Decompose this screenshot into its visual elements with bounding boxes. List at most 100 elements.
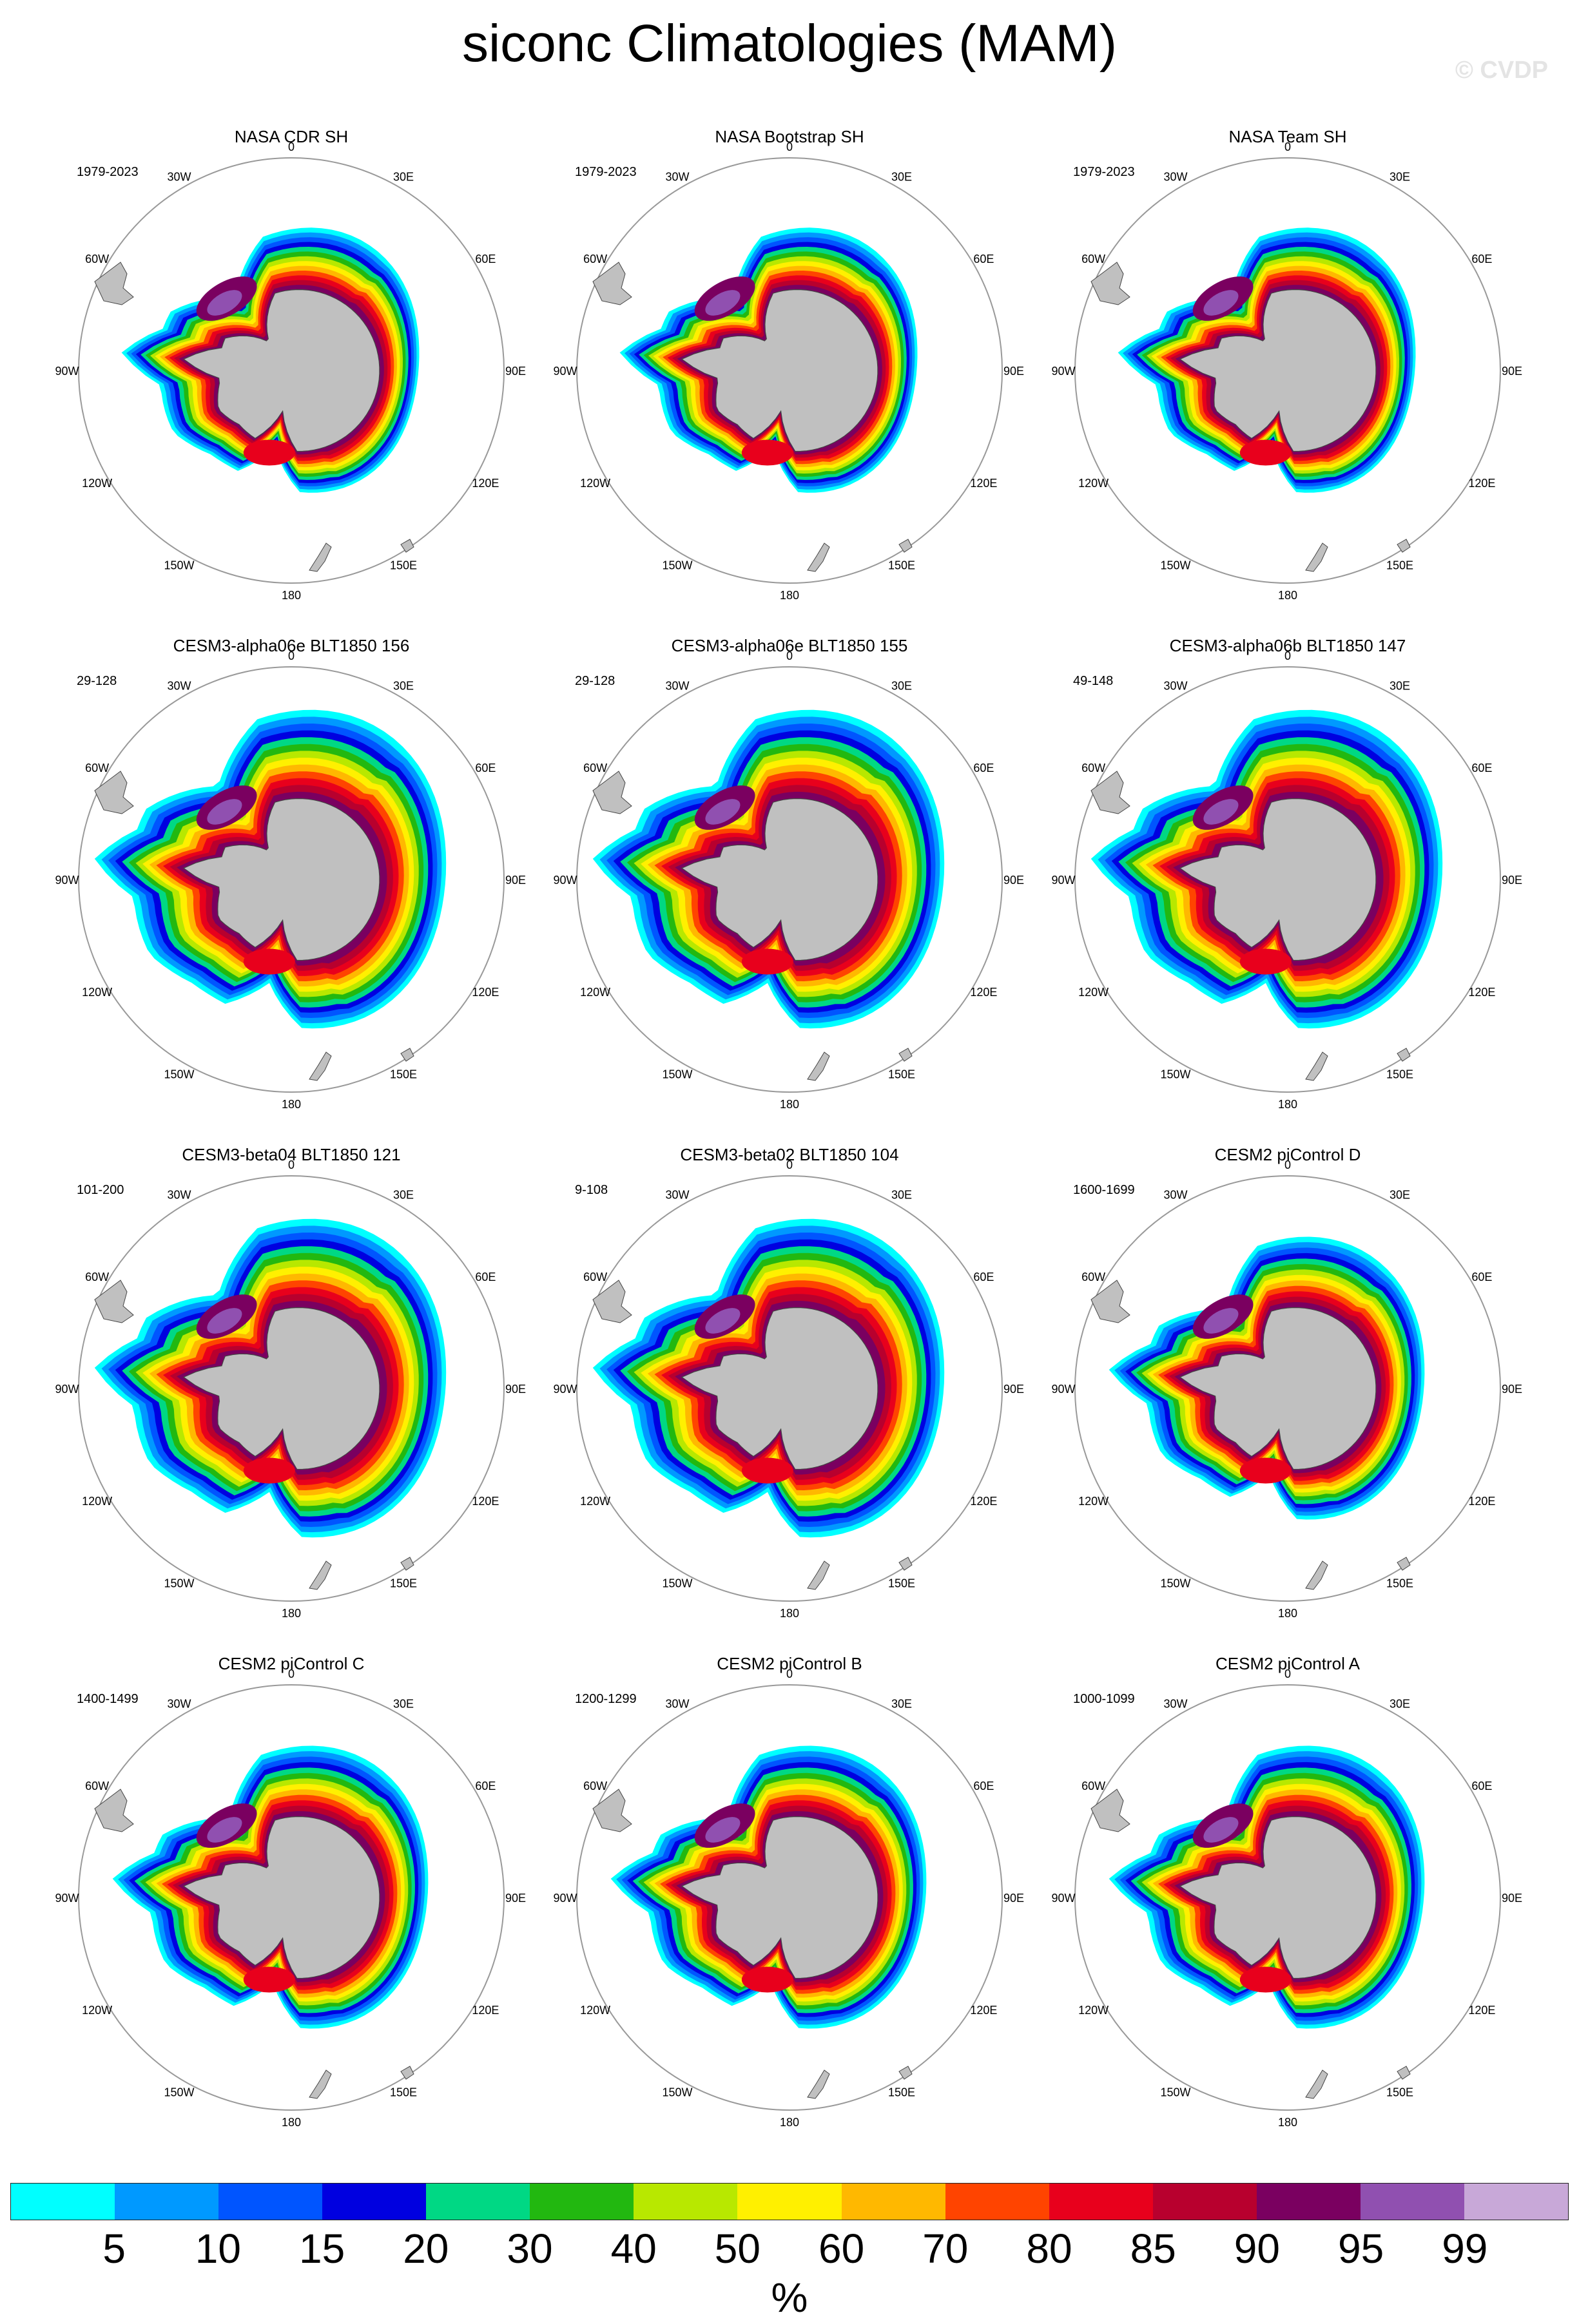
colorbar-segment xyxy=(634,2184,738,2220)
longitude-label: 90W xyxy=(55,874,79,887)
longitude-label: 30W xyxy=(665,171,689,184)
colorbar-segment xyxy=(841,2184,945,2220)
colorbar-tick-label: 60 xyxy=(819,2225,865,2272)
colorbar-segment xyxy=(945,2184,1049,2220)
longitude-label: 120W xyxy=(1078,986,1109,999)
longitude-label: 30E xyxy=(1390,1698,1410,1711)
longitude-label: 60W xyxy=(1081,253,1105,265)
longitude-label: 180 xyxy=(780,1098,799,1111)
south-america-land xyxy=(94,771,134,814)
new-zealand-land xyxy=(807,1052,830,1081)
longitude-label: 90E xyxy=(1502,1892,1522,1905)
south-america-land xyxy=(1090,1280,1130,1323)
longitude-label: 120W xyxy=(82,986,112,999)
longitude-label: 90E xyxy=(505,1892,526,1905)
longitude-label: 90E xyxy=(1003,1383,1024,1396)
colorbar-segment xyxy=(218,2184,323,2220)
longitude-label: 150W xyxy=(662,559,692,571)
longitude-label: 120W xyxy=(580,1495,610,1508)
map-panel-10: CESM2 piControl C 1400-1499 0 30E 60E 90E 120E… xyxy=(55,1654,526,2129)
weddell-thickest-ice xyxy=(1203,290,1239,316)
longitude-label: 30E xyxy=(1390,680,1410,693)
longitude-label: 30W xyxy=(1163,171,1187,184)
map-panel-7: CESM3-beta04 BLT1850 121 101-200 0 30E 60E 90… xyxy=(55,1145,526,1620)
longitude-label: 180 xyxy=(780,589,799,602)
tasmania-land xyxy=(898,539,913,553)
colorbar-tick-label: 10 xyxy=(195,2225,241,2272)
longitude-label: 60W xyxy=(85,253,109,265)
longitude-label: 0 xyxy=(786,649,793,662)
tasmania-land xyxy=(400,539,414,553)
panel-title: CESM3-alpha06e BLT1850 155 xyxy=(672,636,908,655)
longitude-label: 90W xyxy=(553,1383,577,1396)
panel-title: CESM3-beta04 BLT1850 121 xyxy=(182,1145,400,1164)
tasmania-land xyxy=(400,1048,414,1062)
longitude-label: 30W xyxy=(665,1189,689,1202)
panel-title: CESM2 piControl B xyxy=(717,1654,862,1673)
map-panel-3: NASA Team SH 1979-2023 0 30E 60E 90E 120E 150E 1… xyxy=(1051,127,1522,602)
longitude-label: 120W xyxy=(1078,2004,1109,2017)
colorbar-tick-label: 85 xyxy=(1130,2225,1176,2272)
tasmania-land xyxy=(400,1557,414,1571)
longitude-label: 120E xyxy=(1468,477,1495,490)
ross-sea-ice xyxy=(1239,1966,1292,1993)
longitude-label: 30W xyxy=(167,1698,191,1711)
longitude-label: 60E xyxy=(973,1780,994,1792)
colorbar-tick-label: 20 xyxy=(403,2225,449,2272)
weddell-thickest-ice xyxy=(705,290,741,316)
tasmania-land xyxy=(898,2066,913,2080)
longitude-label: 30W xyxy=(665,1698,689,1711)
panel-years: 101-200 xyxy=(77,1183,124,1197)
longitude-label: 0 xyxy=(1284,140,1291,153)
panel-title: CESM3-alpha06b BLT1850 147 xyxy=(1170,636,1406,655)
antarctica-land xyxy=(681,1816,878,1979)
panel-title: CESM2 piControl A xyxy=(1216,1654,1361,1673)
longitude-label: 150W xyxy=(662,2086,692,2098)
panel-years: 1200-1299 xyxy=(575,1692,637,1706)
tasmania-land xyxy=(400,2066,414,2080)
longitude-label: 180 xyxy=(1278,1607,1297,1620)
longitude-label: 60E xyxy=(475,1780,496,1792)
longitude-label: 150W xyxy=(164,1577,194,1589)
polar-maps-svg: NASA CDR SH 1979-2023 0 30E 60E 90E 120E 150E 18… xyxy=(55,127,1522,2129)
longitude-label: 90E xyxy=(505,365,526,378)
longitude-label: 120E xyxy=(970,477,997,490)
longitude-label: 0 xyxy=(288,649,295,662)
panel-title: NASA CDR SH xyxy=(235,127,348,146)
longitude-label: 90W xyxy=(55,1383,79,1396)
colorbar-tick-label: 95 xyxy=(1338,2225,1384,2272)
longitude-label: 0 xyxy=(786,1667,793,1680)
panel-title: NASA Team SH xyxy=(1228,127,1346,146)
new-zealand-land xyxy=(807,543,830,572)
longitude-label: 120W xyxy=(1078,1495,1109,1508)
new-zealand-land xyxy=(309,1052,332,1081)
longitude-label: 150W xyxy=(164,1068,194,1080)
longitude-label: 30W xyxy=(167,171,191,184)
longitude-label: 0 xyxy=(1284,1158,1291,1171)
longitude-label: 150E xyxy=(1386,1068,1413,1080)
south-america-land xyxy=(1090,1789,1130,1832)
longitude-label: 60E xyxy=(1471,1271,1492,1283)
longitude-label: 60E xyxy=(475,1271,496,1283)
map-panel-9: CESM2 piControl D 1600-1699 0 30E 60E 90E 120E… xyxy=(1051,1145,1522,1620)
longitude-label: 120E xyxy=(472,1495,499,1508)
longitude-label: 180 xyxy=(780,2116,799,2129)
longitude-label: 30W xyxy=(167,680,191,693)
longitude-label: 60E xyxy=(973,762,994,774)
weddell-thickest-ice xyxy=(1203,799,1239,825)
weddell-thickest-ice xyxy=(207,1817,242,1843)
longitude-label: 150E xyxy=(888,559,915,571)
map-panel-11: CESM2 piControl B 1200-1299 0 30E 60E 90E 120E… xyxy=(553,1654,1024,2129)
longitude-label: 60E xyxy=(1471,253,1492,265)
longitude-label: 150E xyxy=(1386,559,1413,571)
longitude-label: 90E xyxy=(505,874,526,887)
longitude-label: 120E xyxy=(472,986,499,999)
panel-title: CESM3-alpha06e BLT1850 156 xyxy=(173,636,410,655)
colorbar xyxy=(10,2183,1569,2220)
longitude-label: 30W xyxy=(1163,1698,1187,1711)
longitude-label: 120W xyxy=(580,986,610,999)
longitude-label: 180 xyxy=(780,1607,799,1620)
colorbar-segment xyxy=(115,2184,219,2220)
longitude-label: 90W xyxy=(553,874,577,887)
longitude-label: 60E xyxy=(475,253,496,265)
